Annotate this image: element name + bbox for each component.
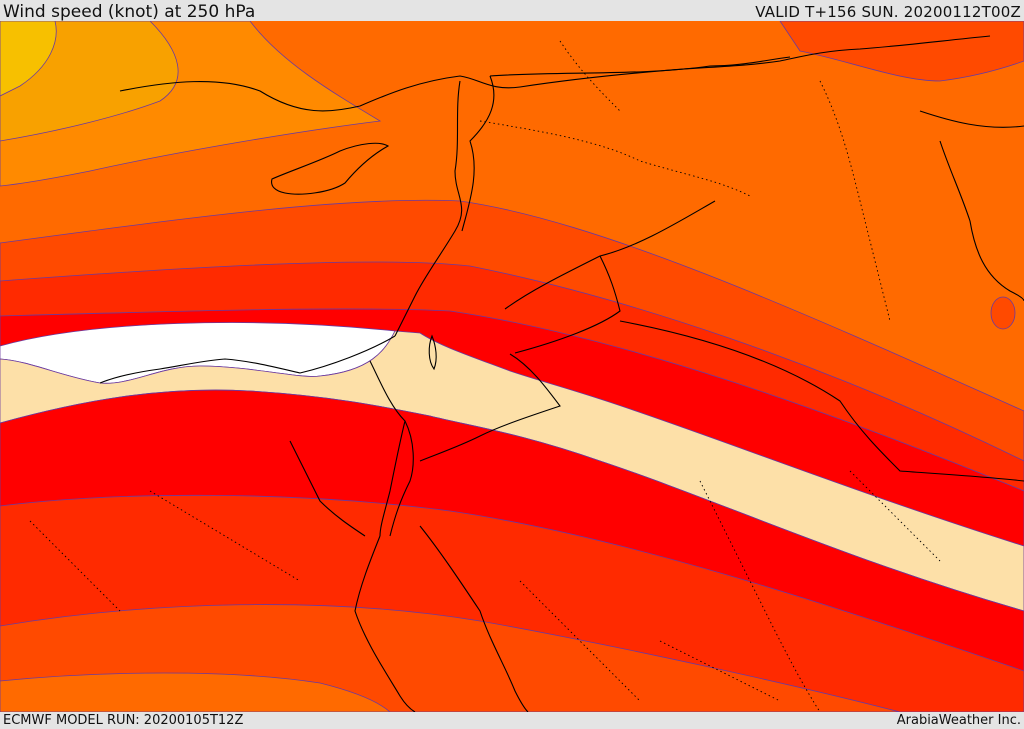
band-orange-lower bbox=[0, 672, 391, 712]
header-bar bbox=[0, 0, 1024, 21]
valid-time: VALID T+156 SUN. 20200112T00Z bbox=[755, 3, 1021, 21]
weakest-wind-region bbox=[0, 21, 57, 97]
internal-borders bbox=[29, 40, 941, 712]
wind-speed-map bbox=[0, 21, 1024, 712]
small-contour-east bbox=[990, 296, 1016, 330]
model-run-label: ECMWF MODEL RUN: 20200105T12Z bbox=[3, 713, 244, 728]
footer-bar bbox=[0, 712, 1024, 729]
dark-orange-ne bbox=[779, 21, 1024, 82]
credit-label: ArabiaWeather Inc. bbox=[896, 713, 1021, 728]
map-title: Wind speed (knot) at 250 hPa bbox=[3, 2, 256, 22]
coastlines bbox=[99, 35, 1024, 712]
